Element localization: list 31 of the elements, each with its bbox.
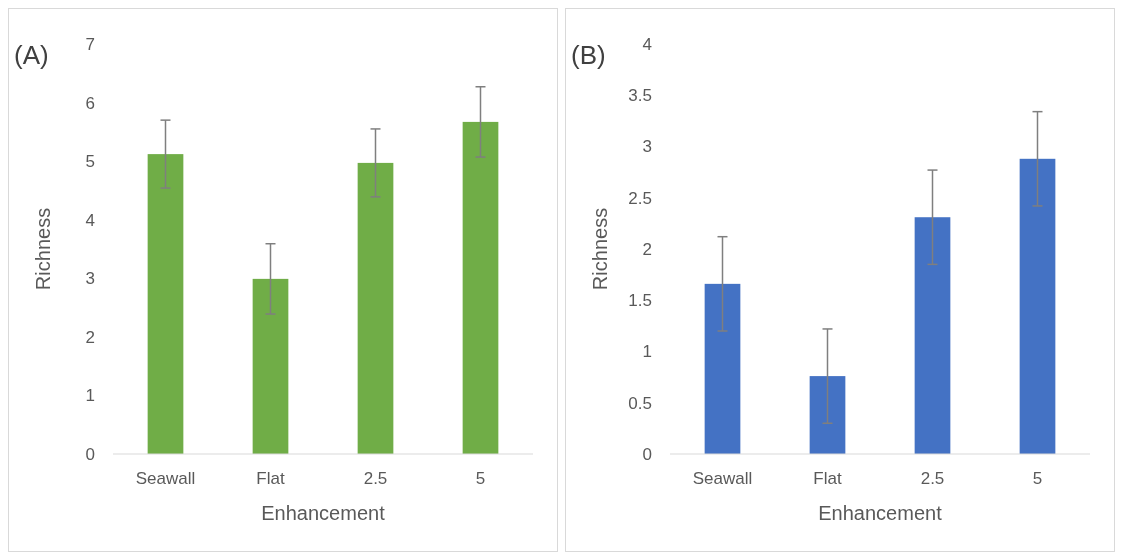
y-tick-label: 2	[85, 327, 95, 347]
y-tick-label: 6	[85, 93, 95, 113]
x-tick-label: Seawall	[692, 469, 753, 488]
y-tick-label: 0	[642, 444, 652, 464]
chart-title: (B)	[571, 40, 606, 70]
y-tick-label: 1.5	[628, 291, 652, 311]
x-axis-title: Enhancement	[261, 502, 386, 524]
x-tick-label: 2.5	[363, 469, 388, 488]
chart-title: (A)	[14, 40, 49, 70]
x-tick-label: 5	[475, 469, 486, 488]
x-tick-label: 5	[1032, 469, 1043, 488]
x-tick-label: Seawall	[135, 469, 196, 488]
y-tick-label: 5	[85, 152, 95, 172]
x-tick-label: Flat	[256, 469, 285, 488]
y-tick-label: 3	[642, 137, 652, 157]
y-tick-label: 2.5	[628, 188, 652, 208]
x-tick-label: Flat	[813, 469, 842, 488]
y-tick-label: 3.5	[628, 86, 652, 106]
y-tick-label: 1	[642, 342, 652, 362]
y-tick-label: 7	[85, 34, 95, 54]
y-tick-label: 0	[85, 444, 95, 464]
y-tick-label: 4	[642, 34, 652, 54]
y-tick-label: 2	[642, 239, 652, 259]
y-tick-label: 0.5	[628, 393, 652, 413]
y-tick-label: 1	[85, 386, 95, 406]
y-tick-label: 4	[85, 210, 95, 230]
y-tick-label: 3	[85, 269, 95, 289]
x-tick-label: 2.5	[920, 469, 945, 488]
x-axis-title: Enhancement	[818, 502, 943, 524]
y-axis-title: Richness	[32, 207, 54, 291]
y-axis-title: Richness	[589, 207, 611, 291]
